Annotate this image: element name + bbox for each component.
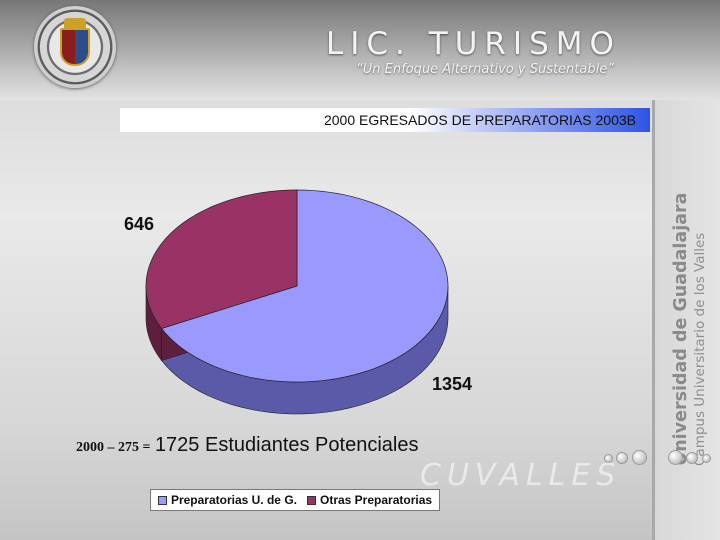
pie-slice-1 (145, 189, 298, 329)
legend-swatch (306, 495, 316, 505)
side-panel: Universidad de Guadalajara Campus Univer… (652, 100, 720, 540)
pie-tops (145, 189, 449, 383)
chart-title-bar: 2000 EGRESADOS DE PREPARATORIAS 2003B (120, 108, 650, 132)
pie-label-0: 1354 (432, 374, 472, 394)
chart-legend: Preparatorias U. de G. Otras Preparatoria… (150, 489, 440, 511)
legend-label: Preparatorias U. de G. (170, 493, 297, 507)
brand-title: LIC. TURISMO (326, 26, 621, 62)
dot-icon (668, 450, 683, 465)
dot-icon (616, 452, 628, 464)
legend-label: Otras Preparatorias (319, 493, 433, 507)
legend-swatch (157, 495, 167, 505)
dot-icon (604, 454, 613, 463)
pie-label-1: 646 (124, 214, 154, 234)
seal-crown (64, 18, 86, 28)
result-text: 1725 Estudiantes Potenciales (154, 434, 419, 456)
calculation-text: 2000 – 275 = (76, 440, 151, 455)
university-seal-icon (34, 6, 116, 88)
potential-students-line: 2000 – 275 = 1725 Estudiantes Potenciale… (76, 434, 418, 457)
legend-item-0: Preparatorias U. de G. (157, 493, 297, 507)
cuvalles-watermark: CUVALLES (420, 458, 622, 493)
pie-labels: 1354 646 (124, 214, 472, 394)
chart-title: 2000 EGRESADOS DE PREPARATORIAS 2003B (323, 112, 636, 128)
dot-icon (632, 450, 647, 465)
pie-slice-0 (161, 189, 449, 383)
brand-tagline: “Un Enfoque Alternativo y Sustentable” (356, 62, 614, 77)
header-band (0, 0, 720, 100)
dot-icon (702, 454, 711, 463)
seal-shield (60, 28, 90, 66)
dot-icon (686, 452, 698, 464)
legend-item-1: Otras Preparatorias (306, 493, 433, 507)
